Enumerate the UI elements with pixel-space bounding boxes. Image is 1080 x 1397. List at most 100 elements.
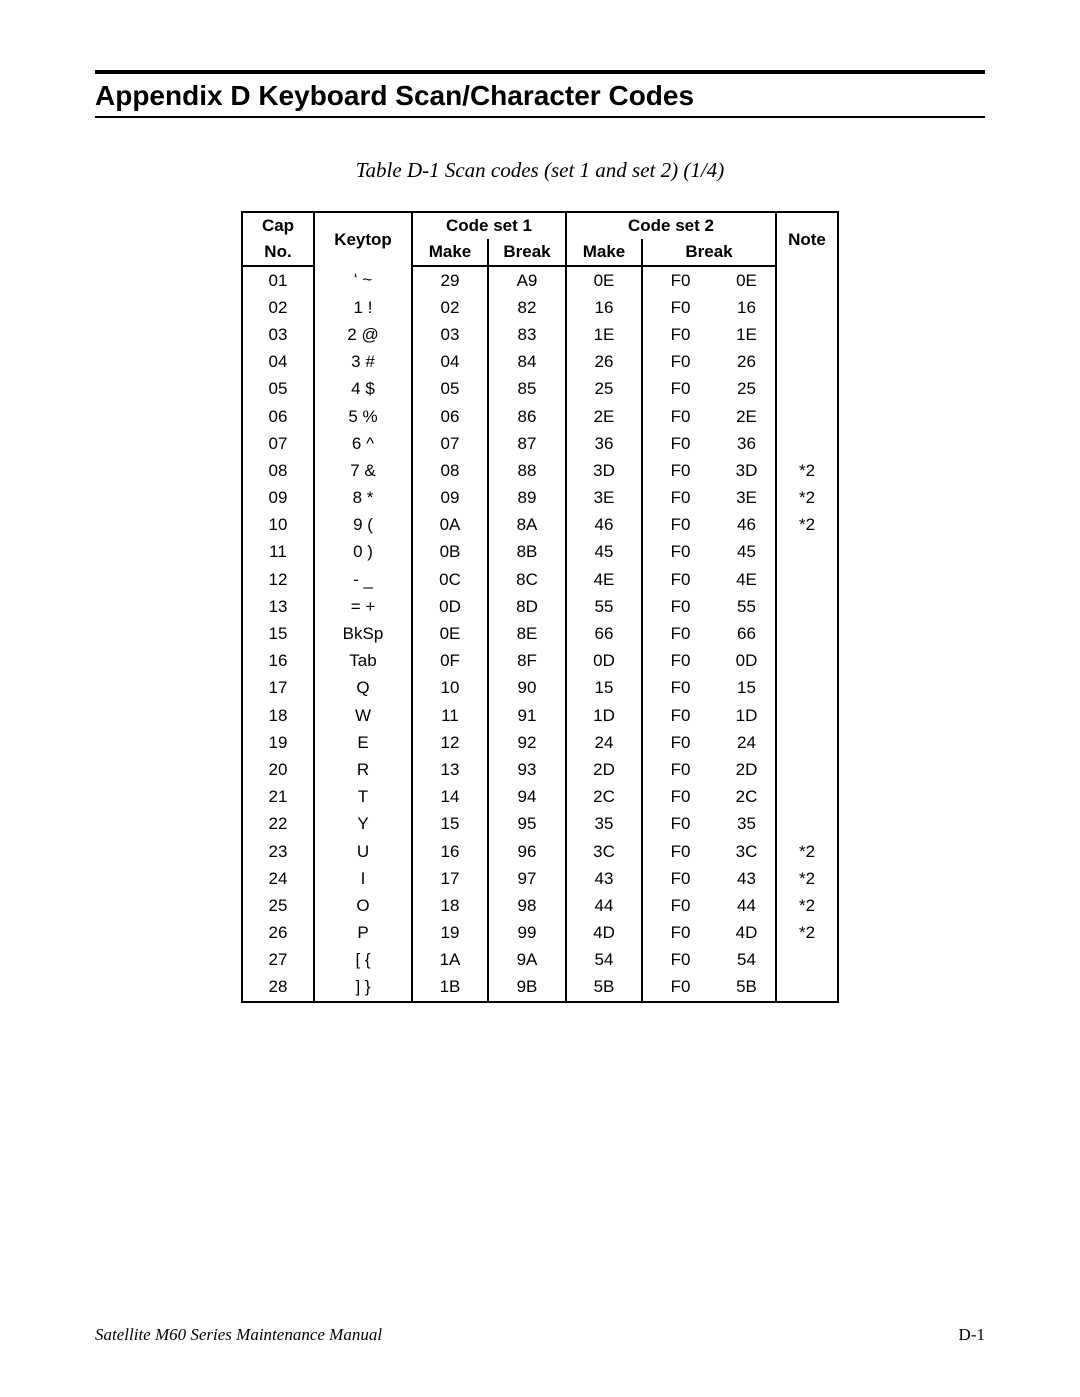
table-cell: 07 [412, 430, 488, 457]
table-cell: F0 [642, 675, 718, 702]
table-cell: 03 [412, 321, 488, 348]
table-cell: Q [314, 675, 412, 702]
table-cell: T [314, 784, 412, 811]
table-cell: Tab [314, 648, 412, 675]
table-cell: R [314, 756, 412, 783]
table-cell: 15 [718, 675, 776, 702]
table-row: 21T14942CF02C [242, 784, 838, 811]
table-cell: 5B [566, 974, 642, 1002]
table-cell [776, 593, 838, 620]
table-cell: 85 [488, 376, 566, 403]
table-cell: 54 [566, 947, 642, 974]
table-cell: 13 [412, 756, 488, 783]
table-cell: 94 [488, 784, 566, 811]
table-cell: 66 [566, 620, 642, 647]
table-cell: 12 [412, 729, 488, 756]
table-cell: 2D [718, 756, 776, 783]
table-cell: 46 [566, 512, 642, 539]
table-cell: 35 [566, 811, 642, 838]
th-keytop: Keytop [314, 212, 412, 266]
table-cell: *2 [776, 457, 838, 484]
table-cell [776, 947, 838, 974]
table-cell: 0 ) [314, 539, 412, 566]
table-cell: 98 [488, 892, 566, 919]
table-cell: 9B [488, 974, 566, 1002]
table-cell: 4D [718, 920, 776, 947]
table-cell: = + [314, 593, 412, 620]
th-c2-make: Make [566, 239, 642, 266]
table-cell: F0 [642, 349, 718, 376]
table-cell [776, 675, 838, 702]
table-cell: 5B [718, 974, 776, 1002]
table-row: 25O189844F044*2 [242, 892, 838, 919]
table-cell: 02 [242, 294, 314, 321]
table-cell: 06 [412, 403, 488, 430]
table-cell: F0 [642, 702, 718, 729]
table-cell: 1 ! [314, 294, 412, 321]
table-cell: 83 [488, 321, 566, 348]
table-cell: 91 [488, 702, 566, 729]
table-cell: 3D [566, 457, 642, 484]
table-row: 13= +0D8D55F055 [242, 593, 838, 620]
page-footer: Satellite M60 Series Maintenance Manual … [95, 1325, 985, 1345]
table-cell: 43 [718, 865, 776, 892]
table-cell: 3C [566, 838, 642, 865]
table-cell: 0D [566, 648, 642, 675]
table-cell: *2 [776, 485, 838, 512]
table-cell [776, 811, 838, 838]
table-cell: 0D [718, 648, 776, 675]
table-cell: 0E [566, 266, 642, 294]
table-cell: 0E [412, 620, 488, 647]
table-row: 28] }1B9B5BF05B [242, 974, 838, 1002]
table-cell: F0 [642, 294, 718, 321]
table-cell: 2D [566, 756, 642, 783]
table-cell: 3E [566, 485, 642, 512]
rule-under-title [95, 116, 985, 118]
table-cell: 15 [412, 811, 488, 838]
table-cell: 20 [242, 756, 314, 783]
table-cell: 1E [718, 321, 776, 348]
table-cell: W [314, 702, 412, 729]
table-cell [776, 430, 838, 457]
table-cell: 44 [718, 892, 776, 919]
table-cell: BkSp [314, 620, 412, 647]
table-cell: F0 [642, 838, 718, 865]
table-cell: 12 [242, 566, 314, 593]
table-cell: F0 [642, 485, 718, 512]
table-cell: 8C [488, 566, 566, 593]
table-cell: 04 [242, 349, 314, 376]
footer-manual: Satellite M60 Series Maintenance Manual [95, 1325, 382, 1345]
table-cell: 8E [488, 620, 566, 647]
table-cell: 05 [242, 376, 314, 403]
table-cell: F0 [642, 266, 718, 294]
table-cell: F0 [642, 947, 718, 974]
scan-codes-table: Cap Keytop Code set 1 Code set 2 Note No… [241, 211, 839, 1003]
table-cell: 0D [412, 593, 488, 620]
table-cell: 13 [242, 593, 314, 620]
table-cell: 27 [242, 947, 314, 974]
table-cell: F0 [642, 620, 718, 647]
table-cell: 11 [242, 539, 314, 566]
table-cell: 0C [412, 566, 488, 593]
table-cell: 8B [488, 539, 566, 566]
table-cell: 2E [718, 403, 776, 430]
table-cell: 08 [412, 457, 488, 484]
table-cell: 01 [242, 266, 314, 294]
th-c2-break: Break [642, 239, 776, 266]
table-row: 15BkSp0E8E66F066 [242, 620, 838, 647]
table-row: 22Y159535F035 [242, 811, 838, 838]
table-cell: 24 [566, 729, 642, 756]
th-c1-break: Break [488, 239, 566, 266]
table-cell: 46 [718, 512, 776, 539]
table-cell: F0 [642, 430, 718, 457]
table-cell: 17 [242, 675, 314, 702]
table-cell [776, 974, 838, 1002]
table-cell: F0 [642, 539, 718, 566]
table-row: 18W11911DF01D [242, 702, 838, 729]
table-row: 109 (0A8A46F046*2 [242, 512, 838, 539]
table-cell: 54 [718, 947, 776, 974]
table-cell: 16 [566, 294, 642, 321]
table-row: 032 @03831EF01E [242, 321, 838, 348]
table-cell: 03 [242, 321, 314, 348]
table-cell: 0E [718, 266, 776, 294]
